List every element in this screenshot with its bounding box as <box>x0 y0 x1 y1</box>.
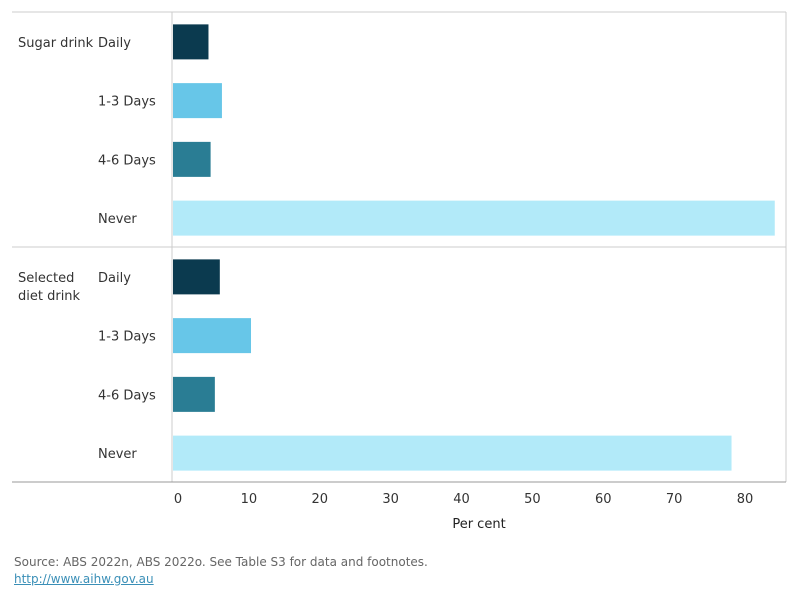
category-label: 4-6 Days <box>98 153 156 168</box>
x-tick-label: 20 <box>311 492 328 507</box>
category-label: Daily <box>98 271 131 286</box>
group-labels: Sugar drink Selected diet drink <box>18 36 94 304</box>
bars <box>173 24 775 471</box>
category-label: Never <box>98 447 137 462</box>
x-axis-title: Per cent <box>452 517 505 532</box>
bar <box>173 376 215 412</box>
x-tick-label: 30 <box>382 492 399 507</box>
group-label-line: diet drink <box>18 289 81 304</box>
x-axis-ticks: 0 10 20 30 40 50 60 70 80 <box>174 492 753 507</box>
aihw-link[interactable]: http://www.aihw.gov.au <box>14 572 154 586</box>
category-label: 1-3 Days <box>98 330 156 345</box>
bar-chart: Sugar drink Selected diet drink Daily 1-3 D… <box>12 11 787 532</box>
group-label: Selected diet drink <box>18 271 81 304</box>
bar <box>173 141 211 177</box>
x-tick-label: 70 <box>666 492 683 507</box>
source-note: Source: ABS 2022n, ABS 2022o. See Table … <box>14 555 428 569</box>
bar <box>173 83 222 119</box>
group-label: Sugar drink <box>18 36 94 51</box>
x-tick-label: 60 <box>595 492 612 507</box>
chart-frame <box>12 11 787 483</box>
category-labels: Daily 1-3 Days 4-6 Days Never Daily 1-3 Days 4… <box>98 36 156 462</box>
x-tick-label: 0 <box>174 492 182 507</box>
group-label-line: Selected <box>18 271 74 286</box>
group-label-line: Sugar drink <box>18 36 94 51</box>
bar <box>173 200 775 236</box>
category-label: Daily <box>98 36 131 51</box>
bar <box>173 24 209 60</box>
x-tick-label: 80 <box>737 492 754 507</box>
x-tick-label: 40 <box>453 492 470 507</box>
category-label: 1-3 Days <box>98 95 156 110</box>
x-tick-label: 50 <box>524 492 541 507</box>
bar <box>173 318 252 354</box>
x-tick-label: 10 <box>241 492 258 507</box>
category-label: 4-6 Days <box>98 388 156 403</box>
category-label: Never <box>98 212 137 227</box>
bar <box>173 435 732 471</box>
bar <box>173 259 220 295</box>
